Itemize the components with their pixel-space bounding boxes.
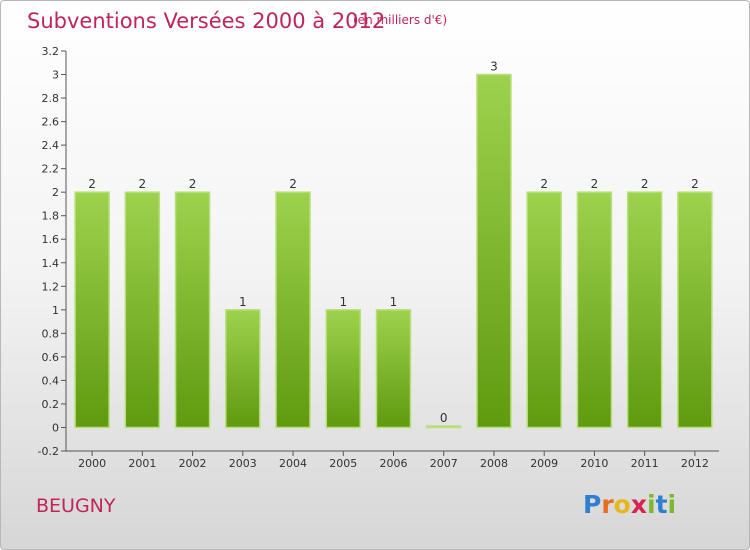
y-tick-label: 2.8 bbox=[42, 92, 60, 105]
proxiti-logo[interactable]: Proxiti bbox=[583, 490, 676, 519]
y-tick-label: -0.2 bbox=[38, 445, 59, 458]
commune-name: BEUGNY bbox=[36, 495, 116, 517]
bar-2002[interactable] bbox=[174, 191, 211, 429]
bar-2010[interactable] bbox=[576, 191, 613, 429]
bar-2003[interactable] bbox=[225, 309, 261, 429]
logo-letter: i bbox=[647, 490, 656, 519]
bar-2008[interactable] bbox=[476, 73, 512, 429]
chart-unit: (en milliers d'€) bbox=[353, 13, 448, 27]
x-tick-label: 2008 bbox=[480, 457, 508, 470]
y-tick-label: 1.2 bbox=[42, 280, 60, 293]
data-label-2003: 1 bbox=[239, 295, 247, 309]
x-tick-label: 2009 bbox=[530, 457, 558, 470]
data-label-2010: 2 bbox=[591, 177, 599, 191]
y-tick-label: 3 bbox=[52, 69, 59, 82]
data-label-2005: 1 bbox=[339, 295, 347, 309]
x-tick-label: 2000 bbox=[78, 457, 106, 470]
data-label-2002: 2 bbox=[189, 177, 197, 191]
bar-2000[interactable] bbox=[74, 191, 110, 429]
y-tick-label: 0.8 bbox=[42, 327, 60, 340]
x-tick-label: 2003 bbox=[229, 457, 257, 470]
x-tick-label: 2001 bbox=[128, 457, 156, 470]
logo-letter: P bbox=[583, 490, 602, 519]
data-label-2008: 3 bbox=[490, 60, 498, 74]
x-tick-label: 2012 bbox=[681, 457, 709, 470]
y-tick-label: 2.2 bbox=[42, 163, 60, 176]
bar-2011[interactable] bbox=[626, 191, 663, 429]
y-tick-label: 1.4 bbox=[42, 257, 60, 270]
y-tick-label: 1.6 bbox=[42, 233, 60, 246]
data-label-2001: 2 bbox=[139, 177, 147, 191]
logo-letter: t bbox=[655, 490, 668, 519]
y-tick-label: 0.6 bbox=[42, 351, 60, 364]
data-label-2004: 2 bbox=[289, 177, 297, 191]
logo-letter: o bbox=[613, 490, 631, 519]
x-tick-label: 2004 bbox=[279, 457, 307, 470]
x-tick-label: 2007 bbox=[430, 457, 458, 470]
data-label-2000: 2 bbox=[88, 177, 96, 191]
bar-2005[interactable] bbox=[325, 309, 362, 429]
logo-letter: i bbox=[667, 490, 677, 519]
data-label-2007: 0 bbox=[440, 411, 448, 425]
data-label-2009: 2 bbox=[540, 177, 548, 191]
x-tick-label: 2002 bbox=[179, 457, 207, 470]
x-tick-label: 2005 bbox=[329, 457, 357, 470]
bar-2006[interactable] bbox=[375, 309, 412, 429]
y-tick-label: 1.8 bbox=[42, 210, 60, 223]
x-tick-label: 2006 bbox=[380, 457, 408, 470]
bar-2007[interactable] bbox=[425, 425, 462, 429]
data-label-2006: 1 bbox=[390, 295, 398, 309]
x-tick-label: 2011 bbox=[631, 457, 659, 470]
y-tick-label: 0.4 bbox=[42, 374, 60, 387]
y-tick-label: 2.6 bbox=[42, 116, 60, 129]
logo-letter: x bbox=[630, 490, 647, 519]
chart-title: Subventions Versées 2000 à 2012 bbox=[27, 9, 386, 33]
data-label-2011: 2 bbox=[641, 177, 649, 191]
bar-2004[interactable] bbox=[275, 191, 311, 429]
logo-letter: r bbox=[601, 490, 614, 519]
y-tick-label: 2.4 bbox=[42, 139, 60, 152]
x-tick-label: 2010 bbox=[580, 457, 608, 470]
data-label-2012: 2 bbox=[691, 177, 699, 191]
y-tick-label: 1 bbox=[52, 304, 59, 317]
y-tick-label: 0.2 bbox=[42, 398, 60, 411]
bar-2012[interactable] bbox=[677, 191, 713, 429]
y-tick-label: 0 bbox=[52, 421, 59, 434]
y-tick-label: 2 bbox=[52, 186, 59, 199]
y-tick-label: 3.2 bbox=[42, 45, 60, 58]
bar-2009[interactable] bbox=[526, 191, 562, 429]
bar-2001[interactable] bbox=[124, 191, 161, 429]
